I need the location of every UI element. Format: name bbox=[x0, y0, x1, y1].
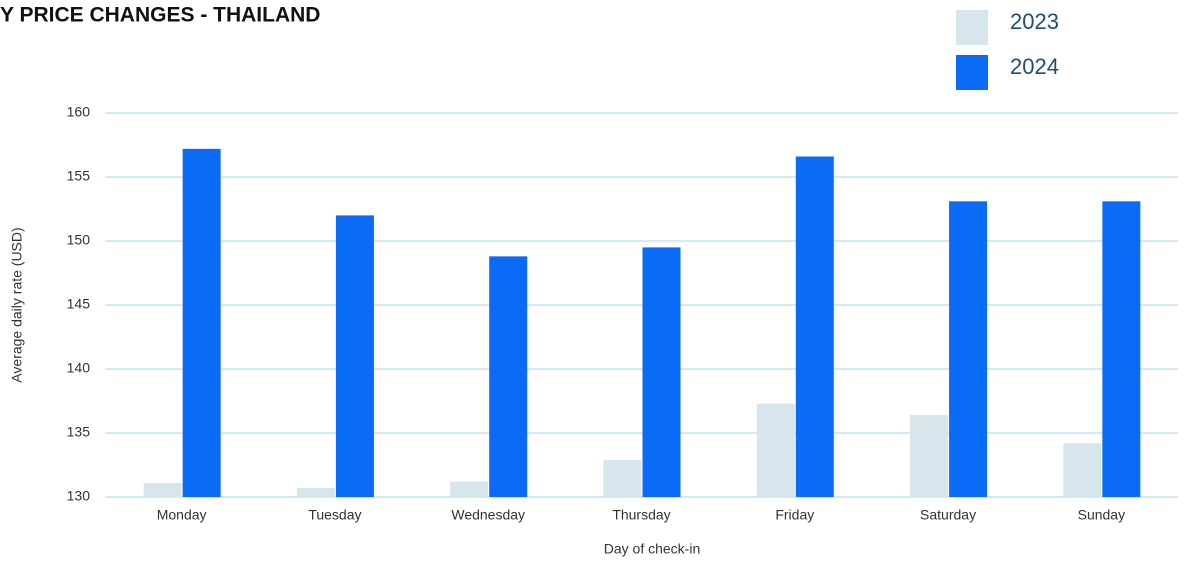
y-tick-label: 145 bbox=[67, 296, 91, 312]
bar bbox=[489, 256, 528, 497]
bar bbox=[910, 415, 949, 497]
x-tick-label: Thursday bbox=[612, 507, 670, 523]
y-tick-label: 135 bbox=[67, 424, 91, 440]
x-tick-label: Tuesday bbox=[308, 507, 361, 523]
y-tick-label: 150 bbox=[67, 232, 91, 248]
y-tick-label: 130 bbox=[67, 488, 91, 504]
bar bbox=[1102, 201, 1141, 497]
legend-label: 2024 bbox=[1010, 54, 1059, 79]
x-tick-label: Saturday bbox=[920, 507, 976, 523]
x-tick-label: Monday bbox=[157, 507, 207, 523]
x-tick-label: Sunday bbox=[1078, 507, 1125, 523]
chart-title: Y PRICE CHANGES - THAILAND bbox=[0, 4, 320, 27]
bar bbox=[143, 482, 182, 497]
bar bbox=[182, 148, 221, 497]
x-tick-label: Wednesday bbox=[451, 507, 525, 523]
y-tick-label: 160 bbox=[67, 104, 91, 120]
bar bbox=[756, 403, 795, 497]
bar bbox=[335, 215, 374, 497]
legend-label: 2023 bbox=[1010, 9, 1059, 34]
bar bbox=[1063, 443, 1102, 497]
legend-swatch bbox=[956, 55, 988, 90]
bar bbox=[949, 201, 988, 497]
bar bbox=[450, 481, 489, 497]
x-axis-label: Day of check-in bbox=[604, 541, 700, 557]
x-tick-label: Friday bbox=[775, 507, 814, 523]
bar bbox=[795, 156, 834, 497]
y-tick-label: 140 bbox=[67, 360, 91, 376]
bar bbox=[642, 247, 681, 497]
bar bbox=[603, 459, 642, 497]
y-axis-label: Average daily rate (USD) bbox=[9, 227, 25, 382]
legend-swatch bbox=[956, 10, 988, 45]
bar bbox=[296, 488, 335, 497]
y-tick-label: 155 bbox=[67, 168, 91, 184]
